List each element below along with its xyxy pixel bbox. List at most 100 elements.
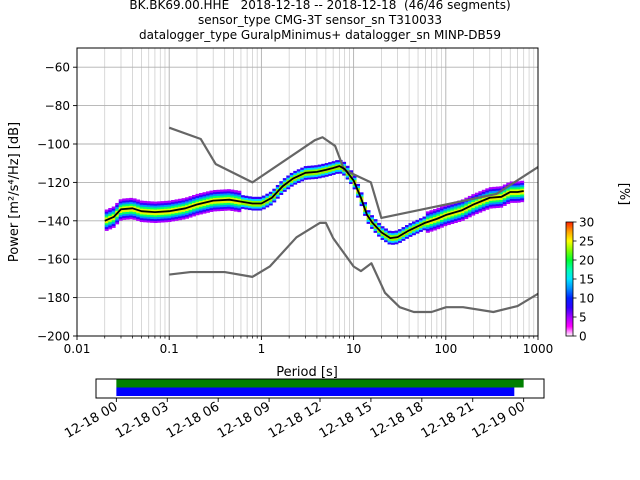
psd-density-cell [481,205,486,208]
psd-density-cell [443,216,448,219]
psd-density-cell [111,212,116,215]
psd-density-cell [495,190,500,193]
psd-density-cell [317,166,322,169]
psd-density-cell [160,220,165,223]
psd-density-cell [387,242,392,245]
psd-density-cell [331,168,336,172]
psd-density-cell [188,211,193,214]
psd-density-cell [223,206,228,209]
psd-density-cell [258,196,263,200]
psd-density-cell [212,205,217,208]
psd-density-cell [478,206,483,209]
psd-density-cell [188,198,193,201]
psd-density-cell [171,213,175,216]
psd-density-cell [432,214,437,218]
psd-density-cell [446,215,451,218]
psd-density-cell [328,169,333,173]
psd-density-cell [216,205,221,208]
psd-density-cell [237,209,242,213]
psd-density-cell [216,207,221,210]
psd-density-cell [425,226,430,229]
psd-density-cell [471,196,476,199]
psd-density-cell [286,179,291,182]
psd-density-cell [150,201,155,204]
psd-density-cell [139,208,144,211]
psd-density-cell [199,198,203,201]
psd-density-cell [115,206,120,209]
psd-density-cell [150,203,155,206]
psd-density-cell [146,214,151,217]
psd-density-cell [115,218,120,221]
psd-density-cell [366,219,371,222]
psd-density-cell [206,210,210,213]
psd-density-cell [398,231,402,234]
psd-density-cell [181,203,186,207]
psd-density-cell [226,189,231,192]
coverage-bar-psd [116,387,515,396]
psd-density-cell [436,226,441,230]
psd-density-cell [506,201,511,205]
psd-density-cell [192,206,196,209]
x-axis-ticks: 0.01 0.1 1 10 100 1000 [64,336,553,356]
psd-density-cell [411,231,416,234]
plot-frame [76,47,539,337]
psd-density-cell [391,231,395,234]
psd-density-cell [108,209,113,213]
psd-density-cell [485,199,490,203]
psd-density-cell [488,190,493,194]
psd-density-cell [401,234,406,237]
psd-density-cell [265,201,270,204]
psd-density-cell [192,214,196,217]
psd-density-cell [199,204,203,207]
psd-density-cell [352,175,357,178]
psd-density-cell [307,177,312,180]
psd-density-cell [513,183,518,186]
psd-density-cell [174,216,179,219]
psd-density-cell [481,207,486,210]
psd-density-cell [324,172,329,175]
psd-density-cell [104,211,109,214]
psd-density-cell [129,197,134,201]
psd-density-cell [520,188,525,191]
psd-density-cell [474,209,479,213]
psd-density-cell [425,224,430,228]
psd-density-cell [192,202,196,205]
psd-density-cell [331,170,336,174]
colorbar-tick-label: 15 [579,273,594,287]
psd-density-cell [160,203,165,206]
psd-density-cell [516,187,521,190]
psd-density-cell [108,225,113,228]
psd-density-cell [108,215,113,218]
psd-density-cell [387,234,392,237]
psd-density-cell [450,210,455,213]
psd-density-cell [164,204,168,207]
psd-density-cell [411,223,416,226]
psd-density-cell [502,190,507,193]
y-tick-label: −160 [37,253,70,267]
psd-density-cell [206,193,210,196]
psd-density-cell [272,196,277,199]
psd-density-cell [265,195,270,198]
psd-density-cell [370,215,374,218]
psd-density-cell [467,209,472,212]
psd-density-cell [181,215,186,218]
psd-density-cell [108,207,113,211]
psd-density-cell [146,220,151,223]
psd-density-cell [157,218,162,221]
psd-density-cell [485,205,490,208]
psd-density-cell [506,198,511,201]
psd-density-cell [492,204,497,207]
psd-density-cell [233,207,238,210]
psd-density-cell [492,188,497,191]
psd-density-cell [129,217,134,220]
psd-density-cell [181,198,186,201]
psd-density-cell [136,207,141,210]
psd-density-cell [443,218,448,221]
psd-density-cell [223,191,228,194]
psd-density-cell [506,194,511,197]
psd-density-cell [398,236,402,240]
psd-density-cell [111,218,116,221]
psd-density-cell [359,192,364,195]
psd-density-cell [474,204,479,207]
psd-density-cell [492,190,497,193]
